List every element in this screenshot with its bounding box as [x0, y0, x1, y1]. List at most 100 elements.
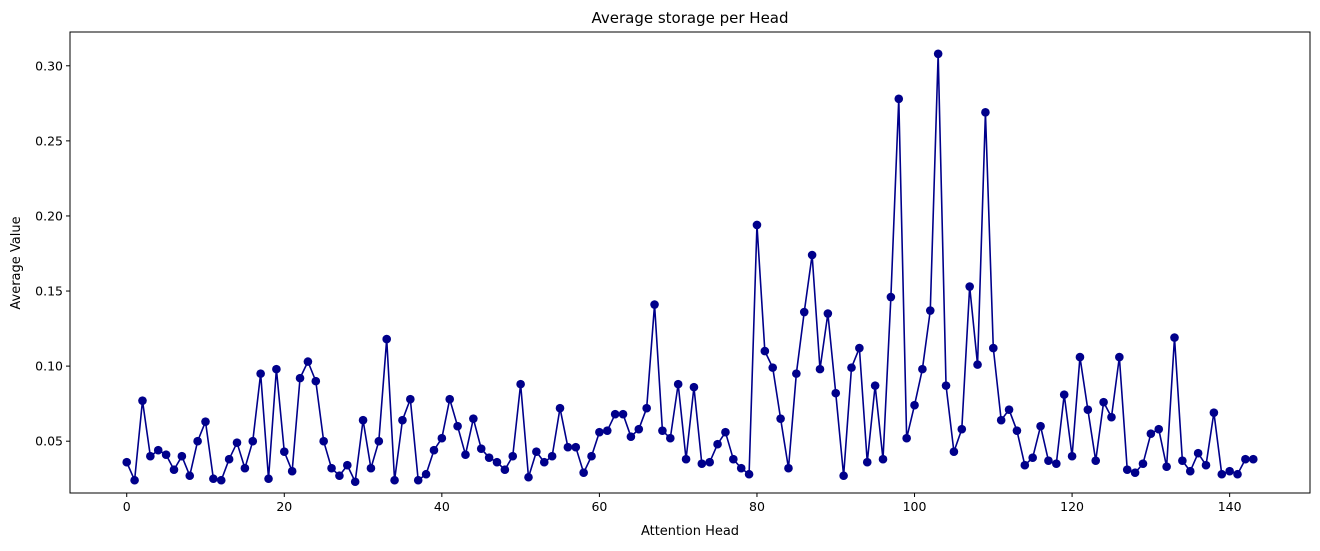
data-point — [1067, 451, 1077, 461]
y-tick-label: 0.30 — [35, 58, 63, 73]
data-point — [729, 454, 738, 464]
data-point — [209, 474, 218, 484]
data-point — [516, 379, 525, 389]
data-point — [870, 381, 880, 390]
data-point — [350, 477, 360, 487]
data-point — [602, 426, 612, 435]
data-point — [1083, 405, 1093, 414]
data-point — [547, 451, 557, 461]
data-point — [736, 463, 746, 473]
y-axis-label: Average Value — [9, 216, 24, 309]
data-point — [437, 433, 447, 443]
data-point — [390, 475, 399, 485]
x-tick-label: 0 — [123, 499, 131, 514]
data-point — [752, 220, 762, 230]
data-point — [382, 334, 391, 344]
data-point — [343, 460, 352, 470]
data-point — [673, 379, 683, 389]
data-point — [1099, 397, 1108, 407]
data-point — [445, 394, 455, 404]
data-point — [1012, 426, 1022, 435]
data-point — [1044, 456, 1053, 466]
data-point — [287, 466, 297, 476]
data-point — [1248, 454, 1258, 464]
data-point — [453, 421, 462, 431]
plot-area: 0 20 40 60 80 100 120 140 0.05 0.10 0.15 0.20 0.25 0.… — [35, 31, 1311, 514]
data-point — [1075, 352, 1085, 362]
data-point — [666, 433, 675, 443]
data-point — [256, 369, 265, 378]
data-point — [161, 450, 171, 460]
data-point — [1138, 459, 1148, 469]
data-point — [476, 444, 486, 454]
data-point — [539, 457, 549, 467]
data-point — [429, 445, 439, 455]
data-point — [1233, 469, 1242, 479]
data-point — [524, 472, 533, 482]
data-point — [1185, 466, 1195, 476]
data-point — [272, 364, 281, 374]
data-point — [169, 465, 179, 475]
data-point — [610, 409, 620, 419]
data-point — [398, 415, 407, 425]
data-point — [1052, 459, 1061, 469]
data-point — [925, 306, 935, 315]
y-tick-label: 0.05 — [35, 434, 63, 449]
data-point — [681, 454, 691, 464]
data-point — [177, 451, 187, 461]
data-point — [587, 451, 596, 461]
data-point — [366, 463, 376, 473]
data-point — [807, 250, 817, 260]
data-point — [839, 471, 848, 481]
data-point — [248, 436, 258, 446]
data-point — [571, 442, 581, 452]
data-point — [721, 427, 730, 437]
data-point — [185, 471, 195, 481]
data-point — [831, 388, 841, 398]
data-point — [1241, 454, 1250, 464]
y-tick-label: 0.10 — [35, 359, 63, 374]
data-point — [327, 463, 336, 473]
data-point — [799, 307, 809, 317]
data-point — [311, 376, 321, 386]
data-point — [894, 94, 904, 104]
data-point — [295, 373, 305, 383]
data-point — [224, 454, 234, 464]
y-tick-label: 0.20 — [35, 208, 63, 223]
data-point — [989, 343, 998, 353]
data-point — [1178, 456, 1187, 466]
y-tick-label: 0.25 — [35, 133, 63, 148]
data-point — [303, 357, 313, 366]
data-point — [413, 475, 423, 485]
data-point — [1193, 448, 1203, 458]
data-point — [193, 436, 202, 446]
data-point — [1115, 352, 1124, 362]
data-point — [855, 343, 864, 353]
data-point — [469, 414, 478, 423]
data-point — [421, 469, 431, 479]
data-point — [1107, 412, 1116, 422]
data-point — [1004, 405, 1014, 414]
chart-title: Average storage per Head — [591, 9, 788, 27]
data-point — [1028, 453, 1037, 463]
data-point — [878, 454, 888, 464]
data-point — [760, 346, 770, 356]
data-point — [232, 438, 242, 447]
data-point — [996, 415, 1006, 425]
data-point — [1217, 469, 1227, 479]
data-point — [216, 475, 226, 485]
data-point — [618, 409, 628, 419]
data-point — [508, 451, 518, 461]
data-point — [768, 363, 778, 372]
x-tick-label: 120 — [1060, 499, 1084, 514]
data-point — [965, 282, 974, 291]
data-point — [697, 459, 707, 469]
data-point — [1130, 468, 1140, 478]
data-point — [358, 415, 368, 425]
data-point — [484, 453, 494, 463]
data-point — [847, 363, 856, 372]
data-point — [981, 108, 990, 117]
data-point — [1225, 466, 1234, 476]
